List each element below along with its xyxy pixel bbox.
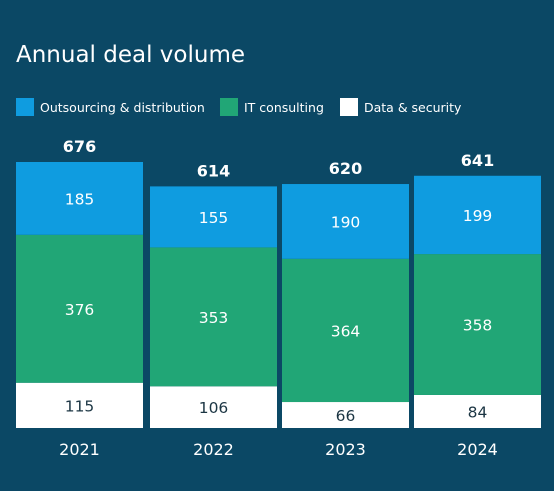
bar-segment-2023-2 [282,258,409,403]
x-tick-label-2021: 2021 [59,440,100,459]
bar-segment-2022-1 [150,186,277,248]
legend-label-3: Data & security [364,100,462,115]
bar-segment-2022-3 [150,386,277,428]
legend-swatch-3 [340,98,358,116]
bar-segment-2021-2 [16,234,143,383]
bar-segment-2021-1 [16,162,143,235]
x-tick-label-2022: 2022 [193,440,234,459]
segment-label-2023-1: 190 [331,213,361,231]
total-label-2022: 614 [197,161,230,180]
legend-swatch-1 [16,98,34,116]
segment-label-2024-3: 84 [468,403,488,421]
bars: 115 376 185 676 106 353 155 614 66 364 190 620 84 358… [16,137,541,428]
bar-segment-2024-3 [414,394,541,428]
x-axis: 2021 2022 2023 2024 [59,440,498,459]
segment-label-2022-1: 155 [199,209,229,227]
legend-label-1: Outsourcing & distribution [40,100,205,115]
segment-label-2022-2: 353 [199,309,229,327]
total-label-2021: 676 [63,137,96,156]
segment-label-2023-2: 364 [331,322,361,340]
total-label-2023: 620 [329,159,362,178]
total-label-2024: 641 [461,151,494,170]
segment-label-2024-2: 358 [463,317,493,335]
chart-title: Annual deal volume [16,42,245,68]
bar-segment-2023-3 [282,402,409,428]
segment-label-2021-2: 376 [65,301,95,319]
bar-segment-2022-2 [150,247,277,387]
legend-swatch-2 [220,98,238,116]
legend: Outsourcing & distribution IT consulting D… [16,98,462,116]
bar-segment-2021-3 [16,382,143,428]
legend-label-2: IT consulting [244,100,324,115]
segment-label-2023-3: 66 [336,407,356,425]
segment-label-2024-1: 199 [463,207,493,225]
bar-segment-2023-1 [282,184,409,259]
x-tick-label-2023: 2023 [325,440,366,459]
segment-label-2022-3: 106 [199,399,229,417]
segment-label-2021-3: 115 [65,397,95,415]
bar-segment-2024-2 [414,254,541,395]
x-tick-label-2024: 2024 [457,440,498,459]
bar-segment-2024-1 [414,175,541,255]
segment-label-2021-1: 185 [65,190,95,208]
